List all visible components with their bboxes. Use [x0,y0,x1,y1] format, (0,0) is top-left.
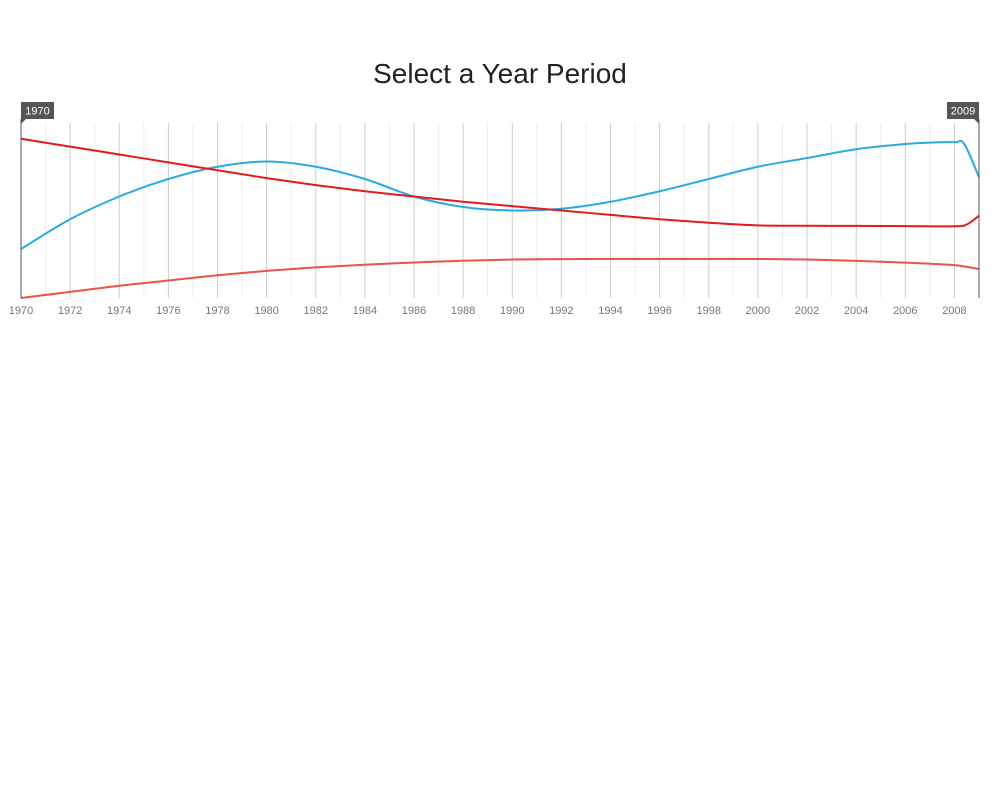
x-tick-label: 1976 [156,305,180,317]
x-tick-label: 1978 [205,305,229,317]
series-line-1 [20,139,980,250]
range-start-handle[interactable]: 1970 [20,102,54,298]
x-tick-label: 1994 [598,305,622,317]
x-tick-label: 1988 [451,305,475,317]
range-start-label: 1970 [25,106,49,118]
x-tick-label: 1990 [500,305,524,317]
series-line-2 [20,137,980,228]
series-line-3 [20,257,980,299]
x-tick-label: 2002 [795,305,819,317]
x-tick-label: 1998 [697,305,721,317]
x-tick-label: 2004 [844,305,868,317]
x-tick-label: 1996 [647,305,671,317]
x-tick-label: 1980 [254,305,278,317]
range-end-handle[interactable]: 2009 [947,102,980,298]
x-tick-label: 2006 [893,305,917,317]
x-tick-label: 1986 [402,305,426,317]
x-tick-label: 2008 [942,305,966,317]
x-tick-label: 2000 [746,305,770,317]
x-tick-label: 1970 [9,305,33,317]
range-handles[interactable]: 1970 2009 [20,102,980,298]
x-tick-label: 1984 [353,305,377,317]
x-tick-label: 1974 [107,305,131,317]
x-tick-label: 1982 [304,305,328,317]
x-axis: 1970 1972 1974 1976 1978 1980 1982 1984 1986 1988… [9,305,967,317]
page-title: Select a Year Period [373,58,627,89]
chart-series [20,137,980,299]
x-tick-label: 1972 [58,305,82,317]
range-end-label: 2009 [951,106,975,118]
x-tick-label: 1992 [549,305,573,317]
